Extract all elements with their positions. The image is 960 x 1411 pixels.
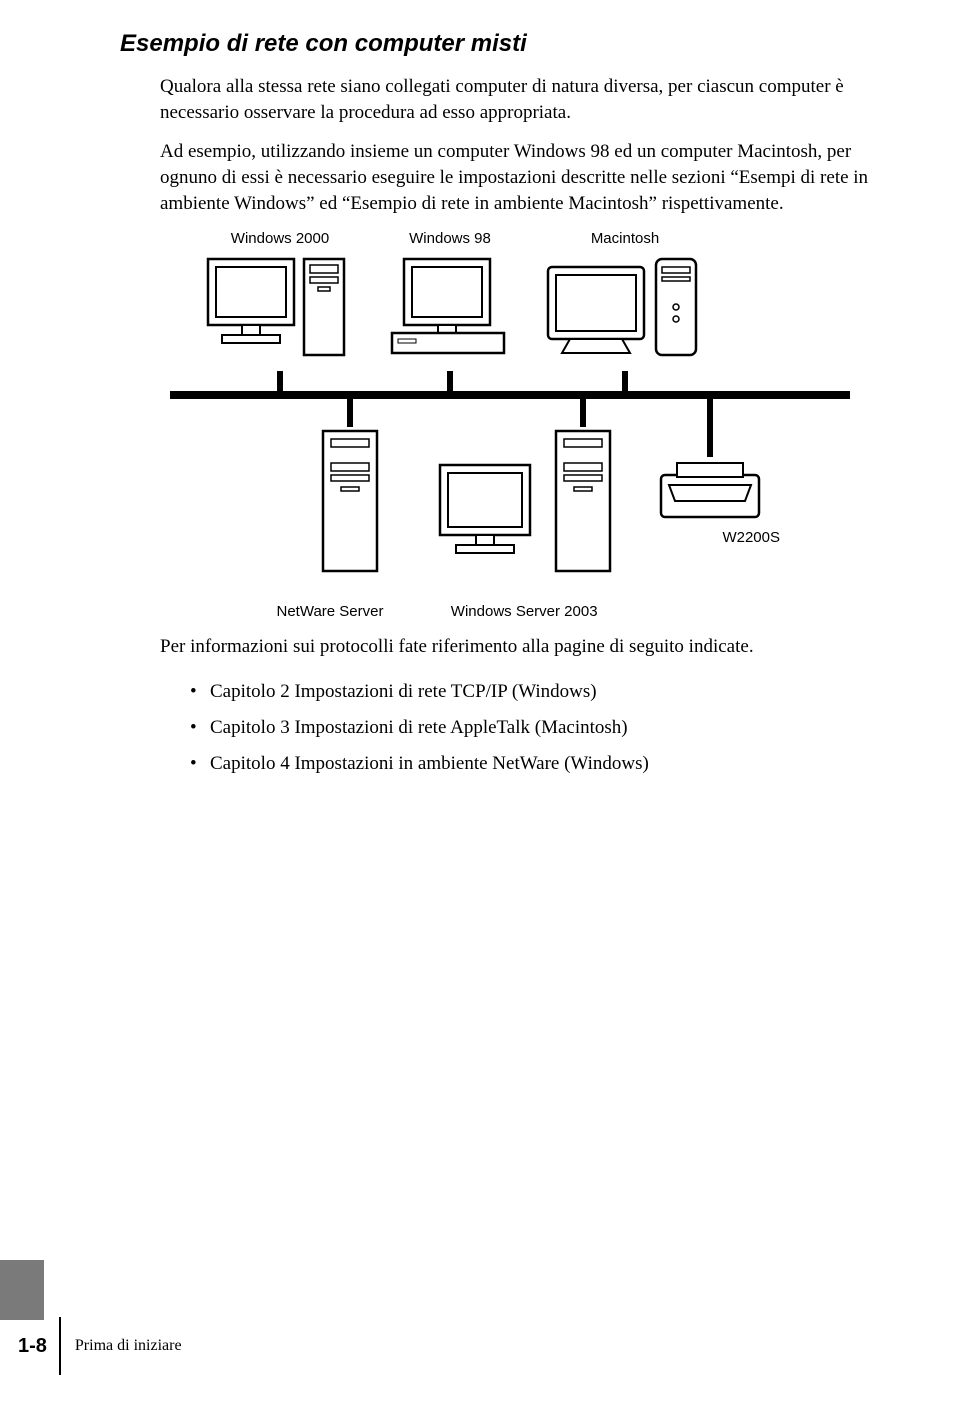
footer-section-name: Prima di iniziare: [75, 1337, 182, 1355]
network-diagram: Windows 2000 Windows 98 Macintosh: [160, 230, 890, 620]
label-windows-2000: Windows 2000: [190, 230, 370, 247]
server-icon: [548, 427, 618, 577]
page-number: 1-8: [18, 1335, 47, 1358]
diagram-bottom-labels: NetWare Server Windows Server 2003: [190, 603, 890, 620]
computer-icon: [432, 457, 542, 577]
label-netware-server: NetWare Server: [240, 603, 420, 620]
label-windows-server: Windows Server 2003: [424, 603, 624, 620]
label-windows-98: Windows 98: [370, 230, 530, 247]
computer-icon: [200, 251, 360, 371]
footer-separator: [59, 1317, 61, 1375]
label-macintosh: Macintosh: [530, 230, 720, 247]
page-footer: 1-8 Prima di iniziare: [0, 1317, 182, 1375]
bullet-item: Capitolo 4 Impostazioni in ambiente NetW…: [190, 746, 890, 782]
bullet-item: Capitolo 2 Impostazioni di rete TCP/IP (…: [190, 674, 890, 710]
section-title: Esempio di rete con computer misti: [120, 30, 890, 58]
paragraph-1: Qualora alla stessa rete siano collegati…: [160, 74, 890, 125]
paragraph-2: Ad esempio, utilizzando insieme un compu…: [160, 139, 890, 216]
bullet-item: Capitolo 3 Impostazioni di rete AppleTal…: [190, 710, 890, 746]
label-printer: W2200S: [722, 529, 780, 546]
computer-icon: [540, 251, 710, 371]
bullet-list: Capitolo 2 Impostazioni di rete TCP/IP (…: [190, 674, 890, 782]
computer-icon: [380, 251, 520, 371]
side-tab: [0, 1260, 44, 1320]
diagram-top-labels: Windows 2000 Windows 98 Macintosh: [190, 230, 890, 247]
paragraph-3: Per informazioni sui protocolli fate rif…: [160, 634, 890, 660]
network-bus-line: [170, 391, 850, 399]
server-icon: [315, 427, 385, 577]
printer-icon: [655, 457, 765, 527]
